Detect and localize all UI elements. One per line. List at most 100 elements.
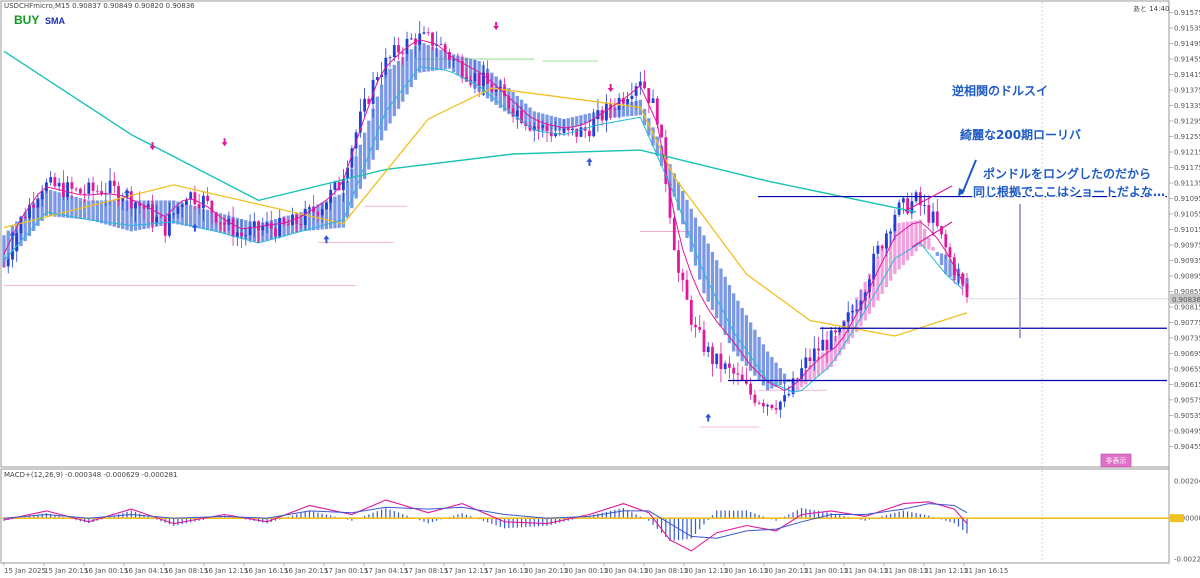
candle-body bbox=[138, 203, 142, 206]
candle-body bbox=[545, 125, 549, 132]
candle-body bbox=[354, 132, 358, 149]
candle-body bbox=[622, 98, 625, 104]
candle-body bbox=[885, 233, 888, 249]
candle-body bbox=[592, 119, 596, 137]
candle-body bbox=[346, 167, 349, 179]
macd-signal-line bbox=[3, 503, 968, 539]
candle-body bbox=[452, 59, 456, 61]
candle-body bbox=[163, 217, 167, 236]
candle-body bbox=[206, 195, 209, 201]
time-tick-label: 20 Jan 12:15 bbox=[684, 567, 728, 575]
bar-timer: あと 14:40 bbox=[1133, 5, 1169, 13]
candle-body bbox=[388, 57, 392, 58]
candle-body bbox=[685, 279, 689, 300]
sell-arrow-icon bbox=[149, 142, 156, 151]
candle-body bbox=[702, 329, 706, 352]
candle-body bbox=[554, 133, 557, 137]
candle-body bbox=[600, 110, 604, 121]
candle-body bbox=[944, 234, 948, 248]
price-tick-label: 0.91375 bbox=[1174, 87, 1200, 95]
sma200-line bbox=[3, 50, 917, 213]
candle-body bbox=[74, 188, 78, 190]
candle-body bbox=[677, 250, 680, 273]
candle-body bbox=[350, 148, 354, 168]
candle-body bbox=[443, 44, 447, 53]
candle-body bbox=[812, 348, 816, 361]
candle-body bbox=[79, 188, 82, 194]
candle-body bbox=[918, 192, 922, 206]
candle-body bbox=[202, 195, 205, 208]
candle-body bbox=[15, 233, 19, 252]
candle-body bbox=[83, 193, 86, 195]
candle-body bbox=[19, 216, 23, 234]
candle-body bbox=[286, 224, 290, 226]
candle-body bbox=[397, 45, 400, 53]
candle-body bbox=[520, 110, 523, 124]
price-tick-label: 0.91495 bbox=[1174, 40, 1200, 48]
candle-body bbox=[40, 191, 44, 200]
price-tick-label: 0.90535 bbox=[1174, 412, 1200, 420]
candle-body bbox=[541, 125, 545, 128]
macd-label: MACD+(12,26,9) -0.000348 -0.000629 -0.00… bbox=[4, 471, 177, 479]
candle-body bbox=[706, 346, 710, 352]
time-tick-label: 16 Jan 00:15 bbox=[84, 567, 128, 575]
candle-body bbox=[460, 61, 464, 77]
annotation-4: 同じ根拠でここはショートだよな… bbox=[973, 184, 1165, 199]
candle-body bbox=[876, 245, 880, 254]
candle-body bbox=[728, 363, 731, 368]
price-tick-label: 0.91455 bbox=[1174, 56, 1200, 64]
buy-arrow-icon bbox=[124, 188, 131, 197]
price-tick-label: 0.90495 bbox=[1174, 427, 1200, 435]
hide-button[interactable]: 非表示 bbox=[1100, 453, 1132, 468]
candle-body bbox=[846, 312, 850, 322]
candle-body bbox=[935, 211, 939, 227]
candle-body bbox=[252, 221, 256, 227]
candle-body bbox=[146, 204, 150, 209]
candle-body bbox=[528, 126, 532, 131]
candle-body bbox=[605, 103, 608, 121]
candle-body bbox=[219, 222, 222, 224]
candle-body bbox=[558, 133, 562, 134]
time-tick-label: 17 Jan 16:15 bbox=[484, 567, 528, 575]
candle-body bbox=[248, 226, 252, 236]
candle-body bbox=[151, 204, 154, 223]
candle-body bbox=[325, 202, 328, 210]
candle-body bbox=[503, 87, 506, 97]
candle-body bbox=[422, 32, 426, 34]
time-tick-label: 16 Jan 12:15 bbox=[204, 567, 248, 575]
candle-body bbox=[418, 33, 422, 45]
candle-body bbox=[694, 324, 697, 328]
macd-top-label: 0.00204 bbox=[1174, 478, 1200, 486]
candle-body bbox=[53, 177, 57, 187]
candle-body bbox=[872, 253, 876, 280]
annotation-3: ポンドルをロングしたのだから bbox=[983, 166, 1151, 181]
candle-body bbox=[537, 126, 540, 128]
candle-body bbox=[566, 128, 570, 131]
time-tick-label: 17 Jan 00:15 bbox=[324, 567, 368, 575]
candle-body bbox=[948, 247, 952, 258]
candle-body bbox=[185, 199, 188, 205]
candle-body bbox=[638, 81, 642, 87]
candle-body bbox=[333, 182, 337, 190]
candle-body bbox=[834, 330, 837, 333]
candle-body bbox=[927, 205, 931, 223]
candle-body bbox=[87, 182, 91, 194]
candle-body bbox=[660, 124, 663, 138]
price-tick-label: 0.90855 bbox=[1174, 288, 1200, 296]
macd-main-line bbox=[3, 499, 968, 552]
price-tick-label: 0.91335 bbox=[1174, 102, 1200, 110]
candle-body bbox=[121, 198, 125, 201]
candle-body bbox=[753, 394, 757, 403]
candle-body bbox=[719, 353, 723, 369]
candle-body bbox=[257, 221, 260, 231]
candle-body bbox=[626, 98, 629, 104]
candle-body bbox=[579, 127, 583, 137]
sma-cyan-line bbox=[3, 66, 964, 393]
trend-line-upper bbox=[904, 185, 953, 212]
candle-body bbox=[575, 128, 579, 137]
current-price-label: 0.90836 bbox=[1172, 296, 1200, 304]
price-tick-label: 0.91535 bbox=[1174, 25, 1200, 33]
price-tick-label: 0.90695 bbox=[1174, 350, 1200, 358]
time-tick-label: 21 Jan 16:15 bbox=[964, 567, 1008, 575]
